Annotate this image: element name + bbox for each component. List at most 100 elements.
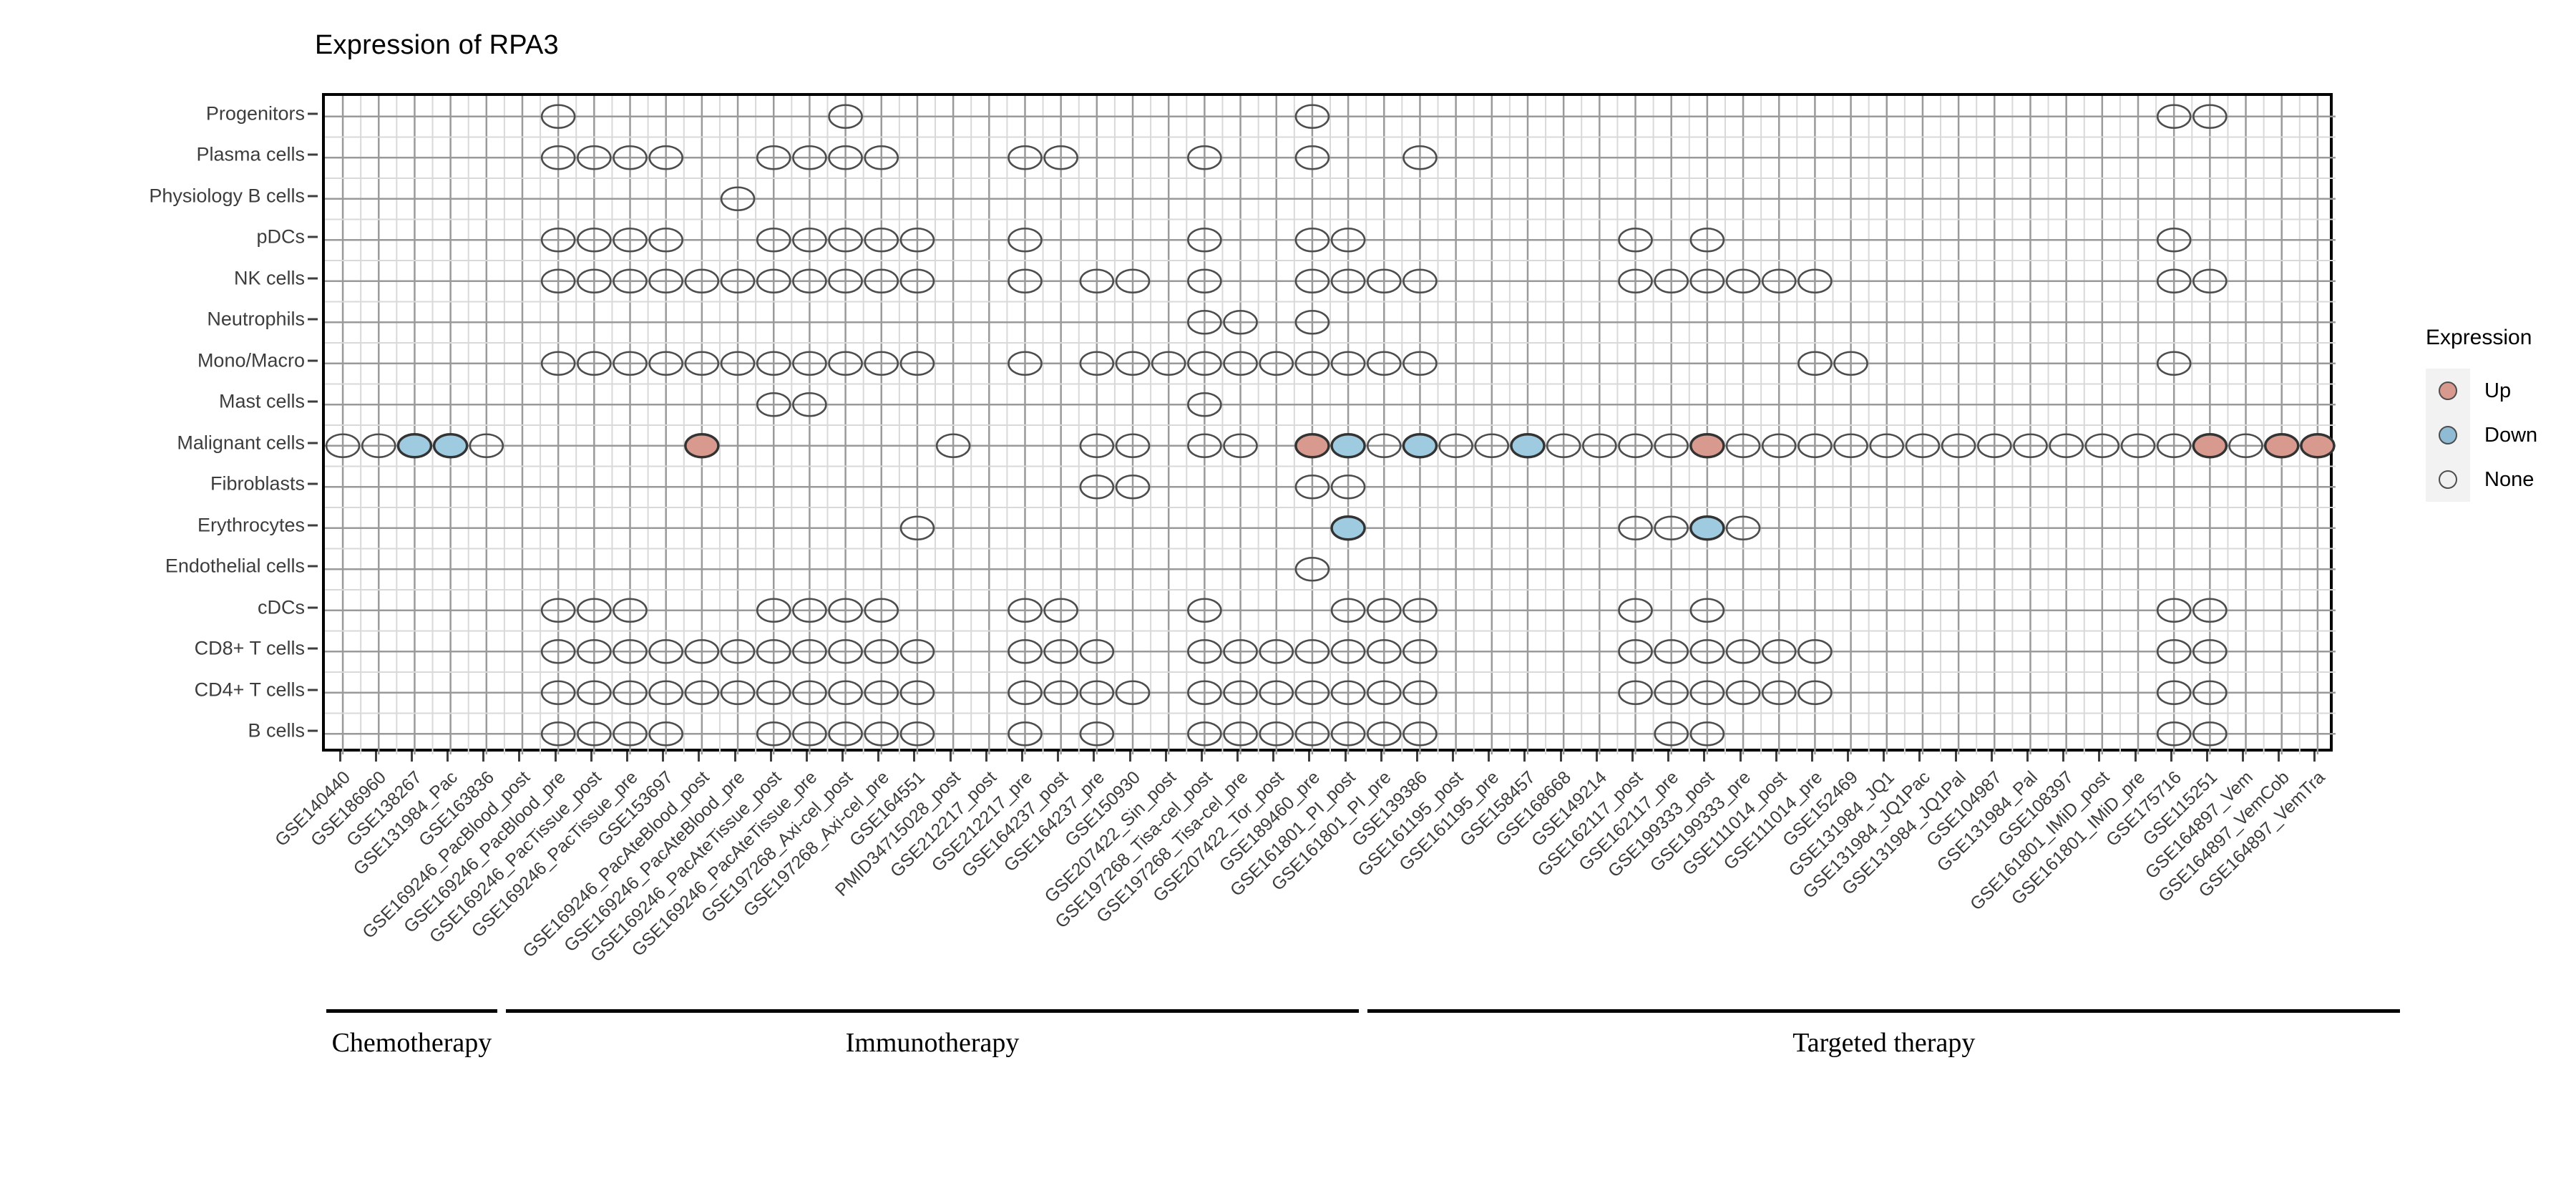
expression-dot[interactable]: [1187, 309, 1222, 335]
expression-dot[interactable]: [1654, 680, 1689, 706]
expression-dot[interactable]: [899, 721, 935, 747]
expression-dot[interactable]: [2156, 638, 2192, 664]
expression-dot[interactable]: [577, 680, 612, 706]
expression-dot[interactable]: [828, 104, 863, 130]
expression-dot[interactable]: [577, 268, 612, 294]
expression-dot[interactable]: [1402, 433, 1438, 459]
expression-dot[interactable]: [577, 351, 612, 376]
expression-dot[interactable]: [613, 680, 648, 706]
expression-dot[interactable]: [1223, 351, 1258, 376]
expression-dot[interactable]: [1187, 680, 1222, 706]
expression-dot[interactable]: [613, 351, 648, 376]
expression-dot[interactable]: [1187, 392, 1222, 417]
expression-dot[interactable]: [1366, 351, 1402, 376]
expression-dot[interactable]: [648, 680, 683, 706]
expression-dot[interactable]: [1259, 351, 1294, 376]
expression-dot[interactable]: [1008, 268, 1043, 294]
expression-dot[interactable]: [1654, 268, 1689, 294]
expression-dot[interactable]: [1797, 433, 1833, 459]
expression-dot[interactable]: [1330, 515, 1366, 541]
expression-dot[interactable]: [1151, 351, 1186, 376]
expression-dot[interactable]: [756, 598, 791, 623]
expression-dot[interactable]: [1330, 638, 1366, 664]
expression-dot[interactable]: [1654, 638, 1689, 664]
expression-dot[interactable]: [1115, 433, 1151, 459]
expression-dot[interactable]: [2049, 433, 2084, 459]
expression-dot[interactable]: [1294, 680, 1330, 706]
expression-dot[interactable]: [613, 721, 648, 747]
expression-dot[interactable]: [2192, 721, 2228, 747]
expression-dot[interactable]: [756, 145, 791, 170]
expression-dot[interactable]: [1008, 721, 1043, 747]
expression-dot[interactable]: [1618, 515, 1653, 541]
expression-dot[interactable]: [1618, 268, 1653, 294]
expression-dot[interactable]: [792, 392, 827, 417]
expression-dot[interactable]: [1079, 433, 1115, 459]
expression-dot[interactable]: [899, 680, 935, 706]
expression-dot[interactable]: [720, 186, 756, 212]
expression-dot[interactable]: [2156, 598, 2192, 623]
expression-dot[interactable]: [756, 680, 791, 706]
expression-dot[interactable]: [648, 351, 683, 376]
expression-dot[interactable]: [1366, 598, 1402, 623]
expression-dot[interactable]: [1294, 104, 1330, 130]
expression-dot[interactable]: [540, 638, 576, 664]
expression-dot[interactable]: [1402, 268, 1438, 294]
expression-dot[interactable]: [1797, 268, 1833, 294]
expression-dot[interactable]: [1294, 227, 1330, 253]
expression-dot[interactable]: [2013, 433, 2048, 459]
expression-dot[interactable]: [828, 721, 863, 747]
expression-dot[interactable]: [1294, 268, 1330, 294]
expression-dot[interactable]: [613, 268, 648, 294]
expression-dot[interactable]: [1689, 515, 1725, 541]
expression-dot[interactable]: [1294, 638, 1330, 664]
expression-dot[interactable]: [577, 598, 612, 623]
expression-dot[interactable]: [1797, 638, 1833, 664]
expression-dot[interactable]: [756, 227, 791, 253]
expression-dot[interactable]: [1833, 433, 1868, 459]
expression-dot[interactable]: [1043, 680, 1078, 706]
expression-dot[interactable]: [1761, 638, 1797, 664]
expression-dot[interactable]: [1689, 268, 1725, 294]
expression-dot[interactable]: [1366, 680, 1402, 706]
expression-dot[interactable]: [864, 145, 899, 170]
expression-dot[interactable]: [828, 227, 863, 253]
expression-dot[interactable]: [864, 638, 899, 664]
expression-dot[interactable]: [1330, 433, 1366, 459]
expression-dot[interactable]: [684, 351, 720, 376]
expression-dot[interactable]: [540, 227, 576, 253]
expression-dot[interactable]: [1008, 145, 1043, 170]
expression-dot[interactable]: [1187, 598, 1222, 623]
expression-dot[interactable]: [864, 227, 899, 253]
expression-dot[interactable]: [792, 227, 827, 253]
expression-dot[interactable]: [792, 680, 827, 706]
expression-dot[interactable]: [1725, 433, 1761, 459]
expression-dot[interactable]: [1689, 227, 1725, 253]
expression-dot[interactable]: [469, 433, 504, 459]
expression-dot[interactable]: [756, 392, 791, 417]
expression-dot[interactable]: [540, 598, 576, 623]
expression-dot[interactable]: [1618, 433, 1653, 459]
expression-dot[interactable]: [2084, 433, 2120, 459]
expression-dot[interactable]: [1079, 474, 1115, 500]
expression-dot[interactable]: [2156, 721, 2192, 747]
expression-dot[interactable]: [1294, 145, 1330, 170]
expression-dot[interactable]: [432, 433, 469, 459]
expression-dot[interactable]: [1618, 680, 1653, 706]
expression-dot[interactable]: [828, 145, 863, 170]
expression-dot[interactable]: [1725, 268, 1761, 294]
expression-dot[interactable]: [1223, 721, 1258, 747]
expression-dot[interactable]: [720, 680, 756, 706]
expression-dot[interactable]: [1115, 351, 1151, 376]
expression-dot[interactable]: [1043, 638, 1078, 664]
expression-dot[interactable]: [1689, 638, 1725, 664]
expression-dot[interactable]: [1689, 721, 1725, 747]
expression-dot[interactable]: [577, 721, 612, 747]
expression-dot[interactable]: [792, 268, 827, 294]
expression-dot[interactable]: [2192, 598, 2228, 623]
expression-dot[interactable]: [2192, 680, 2228, 706]
expression-dot[interactable]: [684, 680, 720, 706]
expression-dot[interactable]: [899, 227, 935, 253]
expression-dot[interactable]: [684, 268, 720, 294]
expression-dot[interactable]: [1294, 556, 1330, 582]
